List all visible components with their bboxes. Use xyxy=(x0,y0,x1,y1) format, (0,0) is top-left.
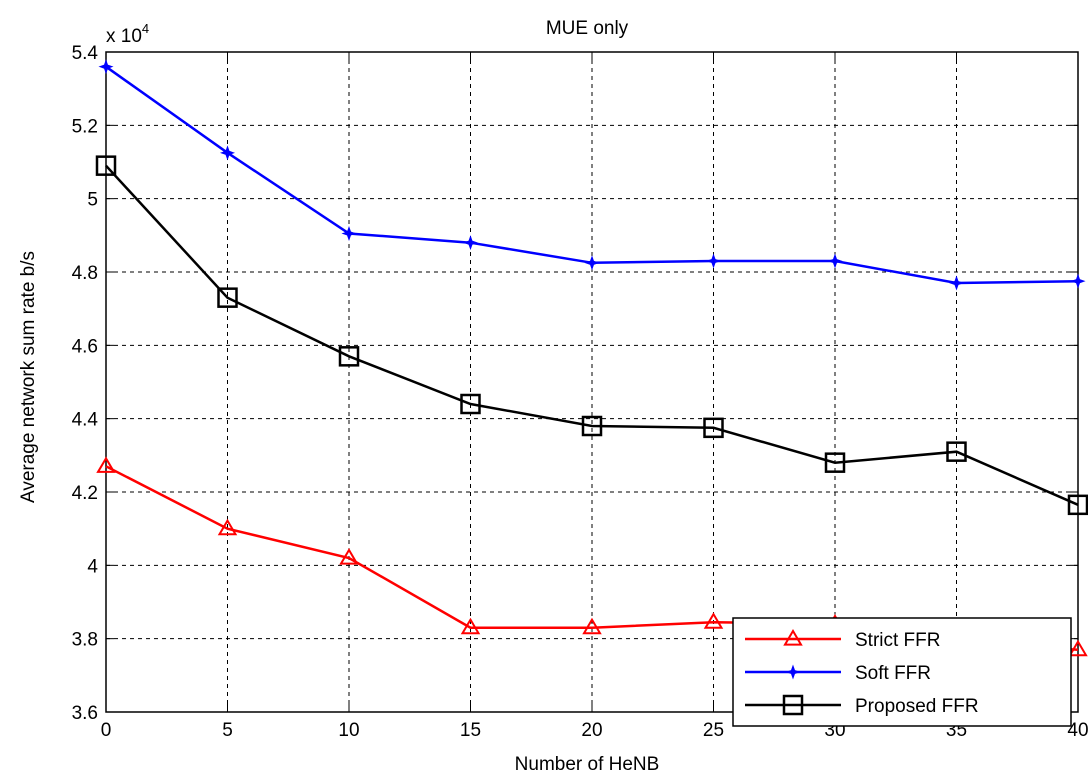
legend-item: Soft FFR xyxy=(745,663,931,684)
y-axis-label: Average network sum rate b/s xyxy=(18,251,39,503)
data-point xyxy=(462,235,479,251)
data-point xyxy=(96,456,116,473)
data-point xyxy=(339,548,359,565)
legend-label: Proposed FFR xyxy=(855,696,979,717)
y-tick-label: 4 xyxy=(87,556,98,577)
data-point xyxy=(703,612,724,629)
x-tick-label: 15 xyxy=(460,720,481,741)
data-point xyxy=(338,346,360,367)
data-point xyxy=(1068,639,1088,657)
y-tick-label: 5.4 xyxy=(72,43,99,64)
data-point xyxy=(703,417,724,439)
legend: Strict FFR Soft FFR Proposed FFR xyxy=(732,617,1072,727)
data-point xyxy=(95,155,117,176)
data-point xyxy=(217,287,238,308)
data-point xyxy=(946,441,967,462)
y-tick-label: 3.8 xyxy=(72,630,98,651)
y-tick-label: 4.4 xyxy=(72,410,99,431)
y-multiplier-base: x 10 xyxy=(106,26,142,47)
x-tick-label: 25 xyxy=(703,720,724,741)
chart-title: MUE only xyxy=(546,18,629,39)
data-point xyxy=(460,617,481,635)
series-2 xyxy=(98,59,1086,291)
x-tick-label: 5 xyxy=(222,720,233,741)
x-tick-label: 20 xyxy=(581,720,602,741)
data-point xyxy=(584,255,600,271)
data-point xyxy=(460,393,481,415)
y-tick-label: 4.6 xyxy=(72,336,98,357)
x-tick-label: 40 xyxy=(1067,720,1088,741)
y-tick-label: 5 xyxy=(87,190,98,211)
data-point xyxy=(581,415,603,437)
legend-swatch-marker xyxy=(782,694,804,716)
legend-swatch-marker xyxy=(785,664,801,680)
data-point xyxy=(217,518,238,536)
x-tick-label: 0 xyxy=(101,720,112,741)
x-tick-label: 10 xyxy=(338,720,359,741)
series-line xyxy=(105,164,1079,506)
series-3 xyxy=(95,155,1088,516)
data-point xyxy=(219,145,236,161)
data-point xyxy=(582,617,602,635)
legend-label: Strict FFR xyxy=(855,630,941,651)
data-point xyxy=(341,225,357,242)
data-point xyxy=(1070,273,1086,289)
data-point xyxy=(705,253,722,269)
data-point xyxy=(827,253,843,269)
data-point xyxy=(98,59,114,75)
legend-label: Soft FFR xyxy=(855,663,931,684)
data-point xyxy=(824,452,846,473)
legend-item: Proposed FFR xyxy=(745,694,979,717)
data-point xyxy=(1067,494,1088,516)
y-tick-label: 5.2 xyxy=(72,116,98,137)
y-tick-label: 4.8 xyxy=(72,263,98,284)
y-axis-multiplier: x 104 xyxy=(106,21,149,47)
x-axis-label: Number of HeNB xyxy=(515,754,660,775)
data-point xyxy=(948,275,965,291)
y-multiplier-exponent: 4 xyxy=(142,21,149,36)
y-tick-label: 3.6 xyxy=(72,703,98,724)
legend-item: Strict FFR xyxy=(745,629,941,651)
y-tick-label: 4.2 xyxy=(72,483,98,504)
grid xyxy=(106,52,1078,712)
legend-swatch-marker xyxy=(783,629,803,646)
